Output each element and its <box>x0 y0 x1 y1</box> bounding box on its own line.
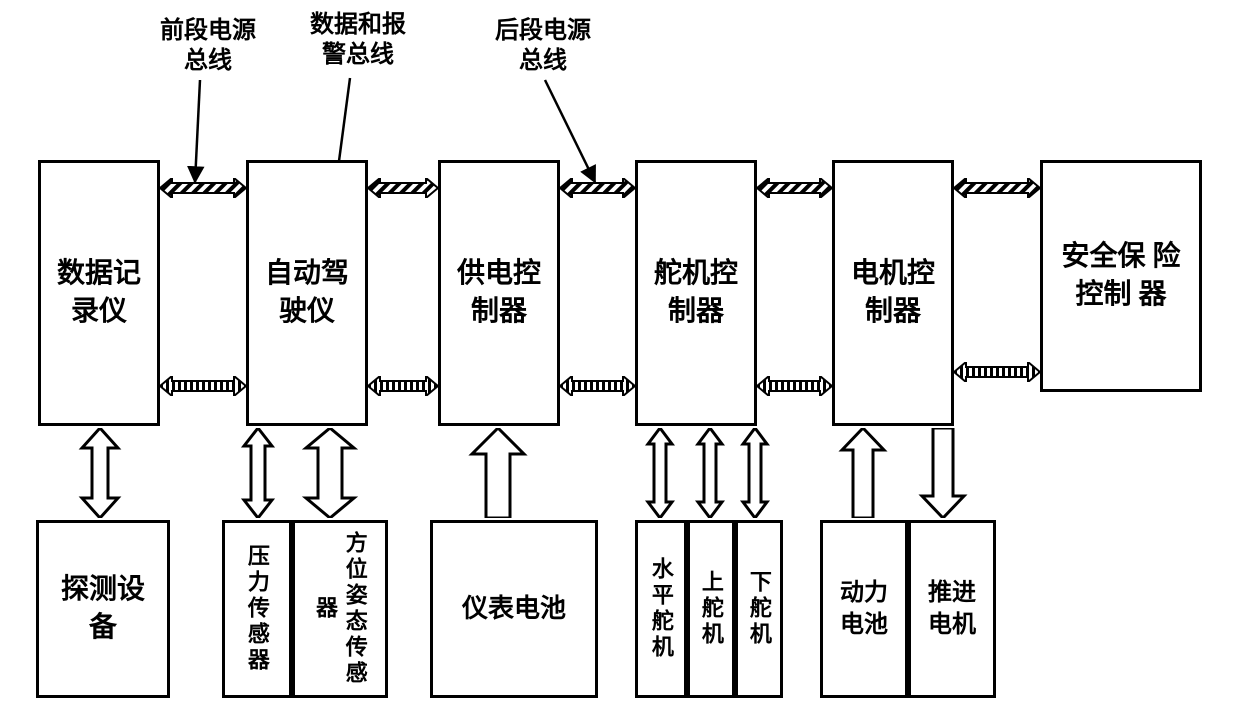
arrow-servo-horizontal <box>645 428 675 523</box>
node-servo-controller-label: 舵机控 制器 <box>644 255 748 331</box>
diagram-canvas: 前段电源 总线 数据和报 警总线 后段电源 总线 数据记 录仪 <box>0 0 1240 716</box>
arrow-servo-upper <box>695 428 725 523</box>
node-data-recorder: 数据记 录仪 <box>38 160 160 426</box>
node-power-battery-label: 动力 电池 <box>829 577 899 642</box>
arrow-autopilot-pressure <box>240 428 276 523</box>
arrow-powerbatt-motor <box>838 428 888 523</box>
node-detector-label: 探测设 备 <box>45 571 161 647</box>
arrow-autopilot-attitude <box>300 428 360 523</box>
arrow-recorder-detector <box>78 428 122 523</box>
node-autopilot-label: 自动驾 驶仪 <box>255 255 359 331</box>
node-upper-servo-label: 上舵机 <box>696 570 726 648</box>
node-horizontal-servo: 水平舵机 <box>635 520 687 698</box>
node-pressure-sensor: 压力传感器 <box>222 520 292 698</box>
node-motor-controller-label: 电机控 制器 <box>841 255 945 331</box>
power-bus-1-2 <box>160 178 246 198</box>
data-bus-1-2 <box>160 376 246 396</box>
data-bus-2-3 <box>368 376 438 396</box>
power-bus-5-6 <box>954 178 1040 198</box>
node-attitude-sensor-label: 方位姿态传感器 <box>310 523 369 695</box>
node-safety-controller-label: 安全保 险控制 器 <box>1049 238 1193 314</box>
node-data-recorder-label: 数据记 录仪 <box>47 255 151 331</box>
node-servo-controller: 舵机控 制器 <box>635 160 757 426</box>
power-bus-2-3 <box>368 178 438 198</box>
node-attitude-sensor: 方位姿态传感器 <box>292 520 388 698</box>
arrow-motor-propulsion <box>918 428 968 523</box>
node-power-battery: 动力 电池 <box>820 520 908 698</box>
node-power-controller-label: 供电控 制器 <box>447 255 551 331</box>
power-bus-3-4 <box>560 178 635 198</box>
node-motor-controller: 电机控 制器 <box>832 160 954 426</box>
data-bus-3-4 <box>560 376 635 396</box>
node-lower-servo: 下舵机 <box>735 520 783 698</box>
data-bus-5-6 <box>954 362 1040 382</box>
node-propulsion-motor-label: 推进 电机 <box>917 577 987 642</box>
node-instrument-battery: 仪表电池 <box>430 520 598 698</box>
node-instrument-battery-label: 仪表电池 <box>462 591 566 626</box>
node-detector: 探测设 备 <box>36 520 170 698</box>
node-autopilot: 自动驾 驶仪 <box>246 160 368 426</box>
node-power-controller: 供电控 制器 <box>438 160 560 426</box>
node-safety-controller: 安全保 险控制 器 <box>1040 160 1202 392</box>
arrow-servo-lower <box>740 428 770 523</box>
data-bus-4-5 <box>757 376 832 396</box>
arrow-battery-power <box>468 428 528 523</box>
node-propulsion-motor: 推进 电机 <box>908 520 996 698</box>
node-pressure-sensor-label: 压力传感器 <box>242 544 272 674</box>
node-lower-servo-label: 下舵机 <box>744 570 774 648</box>
node-horizontal-servo-label: 水平舵机 <box>646 557 676 661</box>
power-bus-4-5 <box>757 178 832 198</box>
node-upper-servo: 上舵机 <box>687 520 735 698</box>
